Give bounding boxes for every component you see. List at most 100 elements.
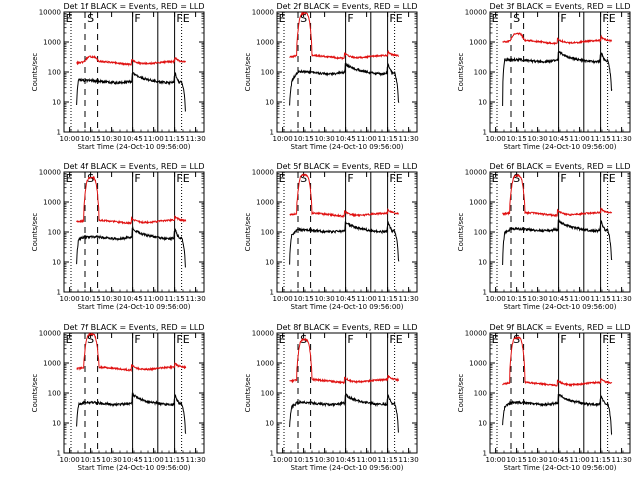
panel-title: Det 4f BLACK = Events, RED = LLD — [63, 162, 204, 171]
phase-annotation: FE — [602, 333, 615, 346]
x-tick-label: 10:45 — [123, 295, 143, 303]
phase-annotation: F — [560, 333, 566, 346]
detector-panel-7: Det 7f BLACK = Events, RED = LLD 1 10 100 10… — [31, 323, 206, 472]
x-axis-label: Start Time (24-Oct-10 09:56:00) — [291, 143, 404, 151]
x-tick-label: 11:15 — [165, 456, 185, 464]
events-series-line — [502, 393, 613, 436]
y-tick-label: 10000 — [252, 169, 274, 177]
events-series-line — [76, 226, 187, 268]
phase-annotation: E — [279, 172, 286, 185]
y-axis-label: Counts/sec — [244, 374, 252, 413]
detector-panel-3: Det 3f BLACK = Events, RED = LLD 1 10 100 10… — [457, 2, 632, 151]
x-tick-label: 11:15 — [378, 295, 398, 303]
lld-series-line — [502, 336, 613, 388]
x-tick-label: 10:30 — [102, 295, 122, 303]
x-tick-label: 10:15 — [81, 135, 101, 143]
x-tick-label: 11:15 — [591, 295, 611, 303]
y-tick-label: 1 — [57, 129, 61, 137]
phase-annotation: E — [66, 172, 73, 185]
x-tick-label: 11:00 — [144, 295, 164, 303]
x-tick-label: 10:15 — [294, 295, 314, 303]
phase-annotation: S — [87, 172, 94, 185]
x-tick-label: 10:30 — [528, 295, 548, 303]
x-tick-label: 10:30 — [528, 135, 548, 143]
y-tick-label: 10 — [52, 259, 61, 267]
y-tick-label: 10 — [478, 99, 487, 107]
y-tick-label: 1 — [270, 289, 274, 297]
detector-panel-2: Det 2f BLACK = Events, RED = LLD 1 10 100 10… — [244, 2, 419, 151]
x-axis-label: Start Time (24-Oct-10 09:56:00) — [78, 143, 191, 151]
x-tick-label: 10:30 — [315, 135, 335, 143]
y-tick-label: 1 — [57, 289, 61, 297]
phase-annotation: S — [513, 333, 520, 346]
y-tick-label: 10 — [265, 259, 274, 267]
y-tick-label: 100 — [48, 69, 61, 77]
x-axis-label: Start Time (24-Oct-10 09:56:00) — [504, 303, 617, 311]
phase-annotation: S — [87, 333, 94, 346]
events-series-line — [502, 50, 613, 107]
y-tick-label: 1000 — [469, 39, 487, 47]
phase-annotation: S — [513, 12, 520, 25]
x-tick-label: 10:15 — [294, 456, 314, 464]
x-tick-label: 10:15 — [81, 295, 101, 303]
detector-panel-4: Det 4f BLACK = Events, RED = LLD 1 10 100 10… — [31, 162, 206, 311]
x-tick-label: 10:45 — [123, 135, 143, 143]
events-series-line — [76, 71, 187, 112]
x-tick-label: 10:15 — [507, 135, 527, 143]
phase-annotation: FE — [176, 333, 189, 346]
x-tick-label: 10:45 — [123, 456, 143, 464]
y-axis-label: Counts/sec — [244, 213, 252, 252]
x-tick-label: 10:45 — [549, 456, 569, 464]
phase-annotation: S — [300, 172, 307, 185]
y-tick-label: 100 — [48, 390, 61, 398]
lld-series-line — [502, 173, 613, 218]
x-tick-label: 10:45 — [336, 295, 356, 303]
x-tick-label: 11:00 — [357, 456, 377, 464]
x-axis-label: Start Time (24-Oct-10 09:56:00) — [291, 303, 404, 311]
x-tick-label: 10:45 — [336, 135, 356, 143]
y-tick-label: 10000 — [39, 9, 61, 17]
y-tick-label: 10 — [265, 420, 274, 428]
detector-panel-9: Det 9f BLACK = Events, RED = LLD 1 10 100 10… — [457, 323, 632, 472]
x-tick-label: 10:00 — [60, 135, 80, 143]
phase-annotation: FE — [389, 333, 402, 346]
x-tick-label: 10:00 — [486, 295, 506, 303]
y-axis-label: Counts/sec — [31, 213, 39, 252]
y-axis-label: Counts/sec — [457, 374, 465, 413]
events-series-line — [289, 220, 400, 265]
y-tick-label: 1 — [57, 450, 61, 458]
y-tick-label: 100 — [474, 69, 487, 77]
y-tick-label: 1000 — [43, 199, 61, 207]
x-tick-label: 11:15 — [165, 295, 185, 303]
phase-annotation: F — [134, 12, 140, 25]
y-tick-label: 10 — [52, 99, 61, 107]
x-axis-label: Start Time (24-Oct-10 09:56:00) — [504, 143, 617, 151]
y-tick-label: 1000 — [43, 39, 61, 47]
phase-annotation: FE — [602, 172, 615, 185]
x-tick-label: 10:15 — [294, 135, 314, 143]
y-tick-label: 10000 — [252, 330, 274, 338]
phase-annotation: F — [134, 333, 140, 346]
events-series-line — [289, 62, 400, 106]
events-series-line — [76, 392, 187, 434]
x-tick-label: 11:00 — [144, 135, 164, 143]
y-tick-label: 1000 — [43, 360, 61, 368]
phase-annotation: FE — [389, 12, 402, 25]
y-tick-label: 1000 — [469, 199, 487, 207]
y-axis-label: Counts/sec — [31, 53, 39, 92]
phase-annotation: F — [347, 333, 353, 346]
x-tick-label: 11:00 — [357, 295, 377, 303]
y-tick-label: 10 — [265, 99, 274, 107]
x-axis-label: Start Time (24-Oct-10 09:56:00) — [78, 303, 191, 311]
phase-annotation: E — [492, 12, 499, 25]
events-series-line — [289, 393, 399, 433]
y-tick-label: 10000 — [252, 9, 274, 17]
x-tick-label: 10:45 — [336, 456, 356, 464]
phase-annotation: F — [347, 172, 353, 185]
x-tick-label: 10:30 — [528, 456, 548, 464]
panel-title: Det 9f BLACK = Events, RED = LLD — [489, 323, 630, 332]
x-tick-label: 10:00 — [486, 456, 506, 464]
panel-title: Det 7f BLACK = Events, RED = LLD — [63, 323, 204, 332]
lld-series-line — [289, 11, 400, 61]
lld-series-line — [76, 332, 187, 373]
